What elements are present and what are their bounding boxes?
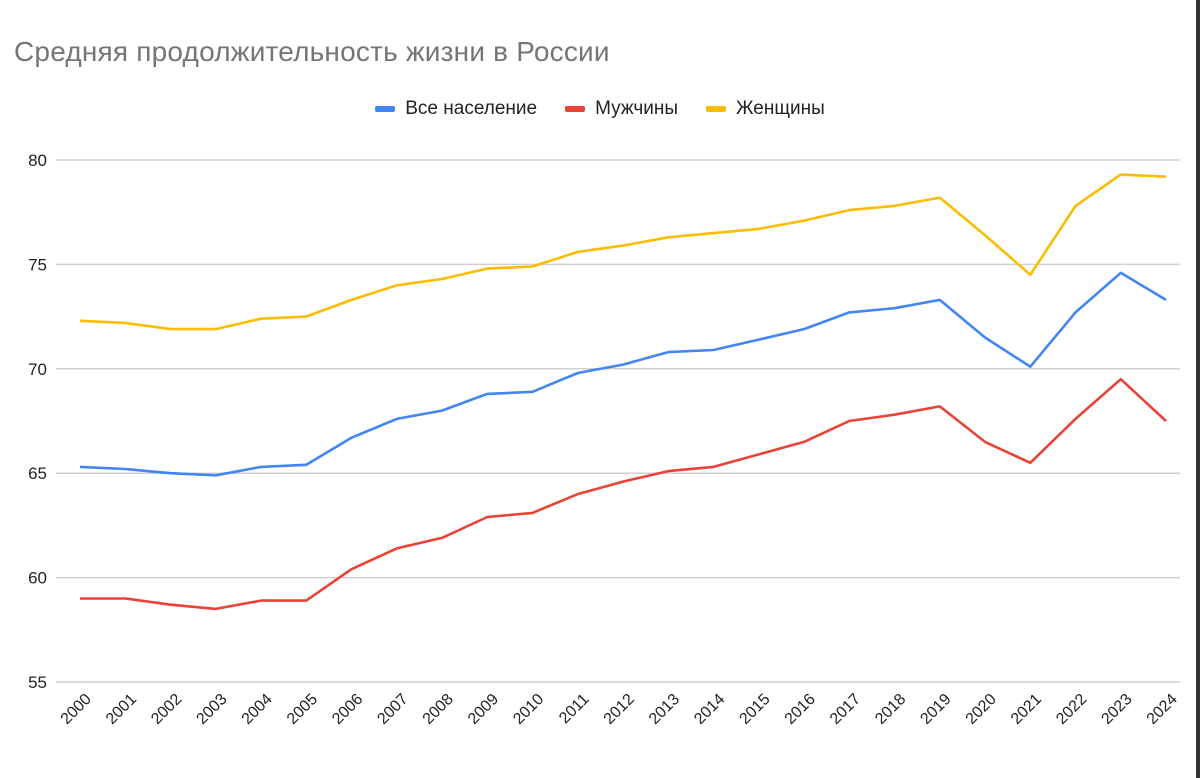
x-tick-label: 2011 <box>556 691 592 727</box>
x-tick-label: 2007 <box>374 691 411 728</box>
x-tick-label: 2018 <box>872 691 909 728</box>
y-tick-label: 55 <box>28 673 47 692</box>
x-tick-label: 2021 <box>1008 691 1045 728</box>
legend-label: Все население <box>405 98 538 119</box>
y-tick-label: 75 <box>28 255 47 274</box>
x-tick-label: 2022 <box>1053 691 1090 728</box>
legend-swatch-icon <box>706 106 726 112</box>
legend-label: Мужчины <box>595 98 678 119</box>
y-tick-label: 70 <box>28 360 47 379</box>
x-tick-label: 2000 <box>58 691 95 728</box>
x-tick-label: 2020 <box>963 691 1000 728</box>
x-tick-label: 2008 <box>420 691 457 728</box>
chart-legend: Все население Мужчины Женщины <box>0 98 1200 120</box>
x-tick-label: 2005 <box>284 691 321 728</box>
x-tick-label: 2002 <box>148 691 185 728</box>
series-line[interactable] <box>80 377 1167 611</box>
y-tick-label: 80 <box>28 151 47 170</box>
x-tick-label: 2006 <box>329 691 366 728</box>
x-tick-label: 2010 <box>510 691 547 728</box>
x-tick-label: 2013 <box>646 691 683 728</box>
x-tick-label: 2016 <box>782 691 819 728</box>
x-tick-label: 2023 <box>1098 691 1135 728</box>
legend-swatch-icon <box>375 106 396 112</box>
x-tick-label: 2019 <box>917 691 954 728</box>
series-line[interactable] <box>79 173 1167 331</box>
x-tick-label: 2003 <box>193 691 230 728</box>
x-tick-label: 2015 <box>736 691 773 728</box>
y-tick-label: 60 <box>28 569 47 588</box>
y-tick-label: 65 <box>28 464 47 483</box>
x-tick-label: 2001 <box>103 691 140 728</box>
legend-item-all[interactable]: Все население <box>375 98 537 120</box>
x-tick-label: 2009 <box>465 691 502 728</box>
x-tick-label: 2004 <box>239 691 276 728</box>
x-tick-label: 2012 <box>601 691 638 728</box>
legend-swatch-icon <box>565 106 586 112</box>
x-tick-label: 2014 <box>691 691 728 728</box>
chart-title: Средняя продолжительность жизни в России <box>14 36 610 67</box>
legend-item-women[interactable]: Женщины <box>706 98 825 120</box>
x-tick-label: 2024 <box>1144 691 1181 728</box>
x-tick-label: 2017 <box>827 691 864 728</box>
legend-item-men[interactable]: Мужчины <box>565 98 678 120</box>
legend-label: Женщины <box>736 98 825 119</box>
series-line[interactable] <box>79 271 1167 477</box>
